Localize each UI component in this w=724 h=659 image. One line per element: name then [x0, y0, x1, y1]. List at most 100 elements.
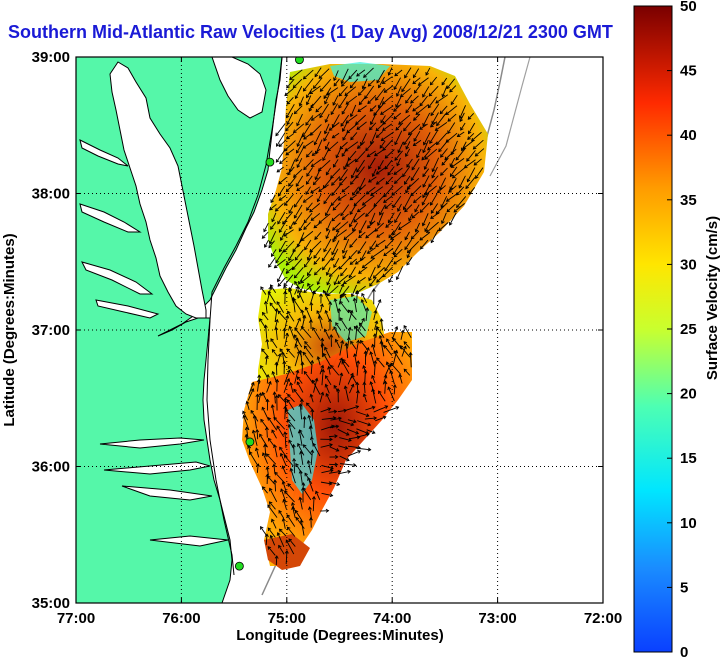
velocity-arrow-head: [274, 326, 279, 331]
velocity-arrow: [267, 504, 278, 518]
velocity-arrow: [356, 290, 358, 304]
velocity-arrow: [283, 140, 296, 152]
velocity-arrow-head: [309, 436, 314, 441]
velocity-arrow-head: [358, 234, 362, 239]
velocity-arrow: [304, 239, 312, 250]
velocity-arrow: [298, 222, 305, 231]
velocity-arrow: [271, 212, 277, 222]
velocity-arrow-head: [261, 406, 266, 411]
velocity-arrow-head: [394, 157, 399, 161]
velocity-arrow: [261, 348, 269, 358]
velocity-arrow-head: [392, 384, 397, 388]
velocity-arrow-head: [395, 104, 399, 108]
velocity-arrow-head: [311, 379, 316, 384]
velocity-arrow-head: [369, 282, 373, 287]
velocity-arrow-head: [278, 197, 283, 201]
velocity-arrow-head: [379, 144, 384, 149]
velocity-arrow: [473, 139, 484, 150]
velocity-arrow-head: [268, 487, 273, 492]
velocity-arrow-head: [364, 95, 368, 100]
velocity-arrow: [286, 184, 294, 192]
velocity-arrow: [368, 266, 376, 281]
velocity-arrow-head: [422, 149, 426, 154]
velocity-arrow: [404, 204, 413, 212]
velocity-arrow-head: [287, 393, 291, 398]
velocity-arrow-head: [338, 92, 343, 97]
velocity-arrow: [292, 258, 303, 270]
velocity-arrow: [294, 204, 303, 219]
velocity-arrow: [295, 175, 304, 187]
velocity-arrow: [355, 325, 358, 340]
velocity-arrow-head: [382, 127, 386, 131]
velocity-arrow: [332, 230, 340, 243]
velocity-arrow-head: [438, 227, 442, 232]
velocity-arrow-head: [423, 141, 427, 146]
velocity-arrow: [347, 445, 361, 449]
velocity-arrow: [351, 375, 357, 384]
velocity-arrow-head: [334, 338, 339, 343]
velocity-arrow-head: [283, 284, 287, 289]
velocity-arrow: [382, 139, 394, 151]
velocity-arrow-head: [340, 212, 344, 217]
velocity-arrow-head: [338, 416, 342, 421]
velocity-arrow: [309, 426, 313, 438]
velocity-arrow: [329, 470, 341, 474]
velocity-arrow: [321, 492, 333, 497]
velocity-arrow: [275, 203, 284, 212]
velocity-arrow: [256, 429, 259, 440]
velocity-arrow-head: [296, 376, 301, 380]
velocity-arrow-head: [261, 311, 266, 316]
velocity-arrow: [357, 241, 367, 254]
velocity-arrow: [267, 527, 276, 538]
velocity-arrow: [278, 545, 285, 555]
velocity-arrow-head: [372, 333, 377, 337]
velocity-arrow-head: [296, 143, 301, 148]
velocity-arrow: [318, 315, 323, 329]
velocity-arrow: [278, 139, 287, 147]
velocity-arrow: [288, 538, 296, 547]
velocity-arrow: [383, 406, 399, 413]
velocity-arrow-head: [321, 368, 326, 373]
velocity-arrow: [393, 258, 402, 265]
velocity-arrow: [303, 212, 313, 224]
velocity-arrow: [277, 532, 285, 548]
velocity-arrow-head: [350, 136, 354, 141]
velocity-arrow-head: [346, 163, 350, 167]
velocity-arrow-head: [297, 429, 302, 434]
velocity-arrow: [388, 230, 395, 238]
velocity-arrow-head: [299, 519, 304, 524]
velocity-arrow-head: [295, 183, 300, 187]
velocity-arrow: [293, 458, 296, 474]
velocity-arrow-head: [285, 261, 290, 266]
velocity-arrow: [416, 148, 422, 158]
velocity-arrow-head: [256, 463, 260, 467]
velocity-arrow-head: [427, 104, 432, 109]
velocity-arrow-head: [267, 380, 272, 385]
velocity-arrow: [396, 86, 402, 97]
velocity-arrow: [373, 405, 388, 413]
velocity-arrow-head: [394, 180, 398, 185]
velocity-arrow: [373, 360, 376, 376]
velocity-arrow-head: [295, 516, 300, 521]
velocity-arrow-head: [303, 166, 307, 171]
velocity-arrow: [290, 468, 296, 484]
velocity-arrow-head: [376, 79, 380, 84]
velocity-arrow: [339, 176, 348, 186]
velocity-arrow: [294, 195, 303, 208]
velocity-arrow: [267, 475, 276, 485]
velocity-arrow: [306, 95, 312, 105]
velocity-arrow: [333, 229, 347, 240]
x-tick-label: 72:00: [584, 610, 622, 627]
colorbar-tick-label: 35: [680, 192, 697, 209]
velocity-arrow-head: [341, 128, 346, 132]
velocity-arrow: [303, 371, 314, 384]
velocity-arrow-head: [335, 424, 340, 429]
velocity-arrow-head: [300, 309, 305, 314]
velocity-arrow-head: [406, 261, 410, 266]
velocity-arrow: [393, 248, 403, 258]
velocity-arrow-head: [287, 483, 291, 487]
velocity-arrow-head: [419, 237, 424, 241]
velocity-arrow: [394, 150, 403, 161]
velocity-arrow: [322, 149, 329, 161]
